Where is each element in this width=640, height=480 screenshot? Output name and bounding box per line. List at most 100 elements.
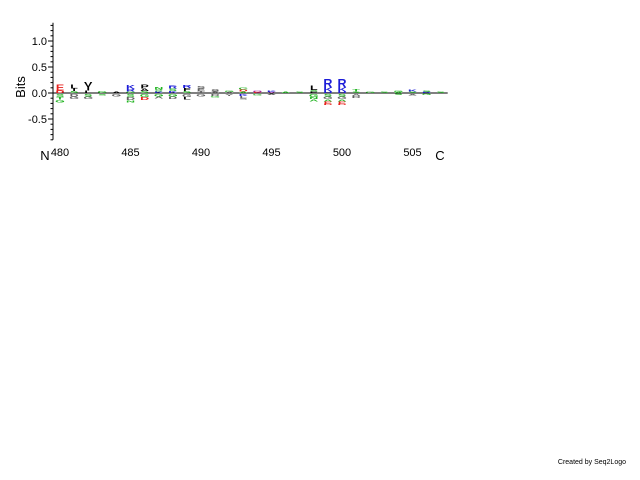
logo-letter-s: S [352,91,360,93]
logo-letter-t: T [197,90,205,93]
logo-letter-s: S [394,94,402,96]
logo-letter-g: G [55,99,65,103]
logo-letter-s: S [296,92,304,94]
logo-letter-e: E [197,88,205,92]
logo-letter-r: R [422,92,432,94]
logo-letter-e: E [56,84,64,92]
logo-letter-a: A [352,94,362,97]
logo-letter-s: S [380,92,388,94]
logo-letter-l: L [239,96,247,99]
logo-letter-a: A [309,99,319,102]
logo-letter-k: K [126,85,135,91]
logo-letter-l: L [183,97,191,101]
logo-letter-g: G [224,90,234,92]
logo-letter-k: K [267,91,277,93]
y-tick-label: -0.5 [28,114,47,126]
logo-letter-g: G [168,93,178,97]
logo-letter-a: A [154,96,164,99]
logo-letter-l: L [70,84,78,90]
y-tick-label: 0.5 [32,62,47,74]
logo-letter-d: D [211,94,221,97]
logo-letter-s: S [183,90,191,93]
logo-letter-s: S [169,88,177,92]
logo-letters: DESTGSILDGLIVSGGSAGGRKSDNSAPGDKSNGAKSRGD… [55,77,445,106]
logo-letter-a: A [394,92,404,94]
logo-letter-g: G [394,90,404,92]
logo-letter-r: R [168,85,177,90]
logo-letter-a: A [211,91,221,93]
logo-letter-s: S [437,92,445,94]
logo-letter-q: Q [253,90,263,92]
logo-letter-s: S [197,85,205,89]
logo-letter-r: R [126,88,136,92]
y-axis-label: Bits [13,76,28,98]
logo-letter-s: S [338,93,346,97]
created-by-credit: Created by Seq2Logo [557,459,626,466]
logo-letter-n: N [126,100,135,103]
logo-letter-s: S [98,94,106,96]
logo-letter-g: G [323,96,333,100]
logo-letter-d: D [239,89,249,92]
logo-letter-s: S [324,93,332,97]
n-terminal-label: N [40,148,49,163]
logo-letter-e: E [338,101,346,104]
logo-letter-a: A [337,99,347,102]
logo-letter-s: S [84,93,92,97]
logo-letter-g: G [140,93,150,98]
logo-letter-r: R [182,84,191,89]
logo-letter-g: G [112,93,122,97]
logo-letter-k: K [408,89,418,92]
logo-letter-a: A [323,99,333,102]
logo-letter-g: G [126,91,136,93]
logo-letter-g: G [69,96,79,100]
logo-letter-p: P [140,84,149,91]
logo-letter-y: Y [225,94,233,97]
logo-letter-g: G [365,92,375,94]
logo-letter-s: S [211,89,219,92]
logo-letter-e: E [253,92,261,94]
x-tick-label: 485 [121,147,139,159]
logo-letter-a: A [408,94,418,96]
y-tick-label: 0.0 [32,88,47,100]
logo-letter-n: N [154,86,164,90]
logo-letter-g: G [238,87,248,90]
logo-letter-l: L [84,90,92,94]
logo-letter-s: S [126,93,134,98]
logo-letter-n: N [309,97,318,100]
logo-letter-s: S [155,89,163,92]
logo-letter-g: G [337,96,347,100]
x-tick-label: 495 [262,147,280,159]
logo-letter-a: A [225,92,235,94]
logo-letter-k: K [239,94,249,97]
logo-letter-d: D [126,97,135,102]
logo-letter-g: G [182,93,192,98]
logo-letter-f: F [183,87,191,92]
logo-letter-t: T [352,88,360,92]
logo-letter-d: D [352,96,362,99]
logo-letter-g: G [309,93,319,98]
logo-letter-d: D [140,97,149,102]
logo-letter-g: G [97,90,107,93]
logo-letter-e: E [310,91,318,93]
logo-letter-s: S [70,90,78,93]
logo-letter-s: S [310,90,318,92]
logo-letter-g: G [196,93,206,97]
logo-letter-d: D [168,96,178,100]
logo-letter-a: A [267,94,277,96]
logo-letter-v: V [84,81,93,89]
logo-letter-r: R [323,77,332,90]
logo-letter-s: S [239,98,247,100]
y-tick-label: 1.0 [32,36,47,48]
logo-letter-g: G [253,94,263,96]
logo-letter-a: A [140,88,150,92]
logo-letter-k: K [168,90,178,93]
logo-letter-h: H [323,91,332,93]
logo-letter-a: A [239,91,249,93]
logo-letter-a: A [112,91,122,93]
logo-letter-h: H [337,91,346,93]
logo-letter-s: S [140,90,148,93]
logo-letter-d: D [70,93,80,97]
logo-letter-d: D [323,103,333,105]
logo-letter-g: G [154,93,164,97]
